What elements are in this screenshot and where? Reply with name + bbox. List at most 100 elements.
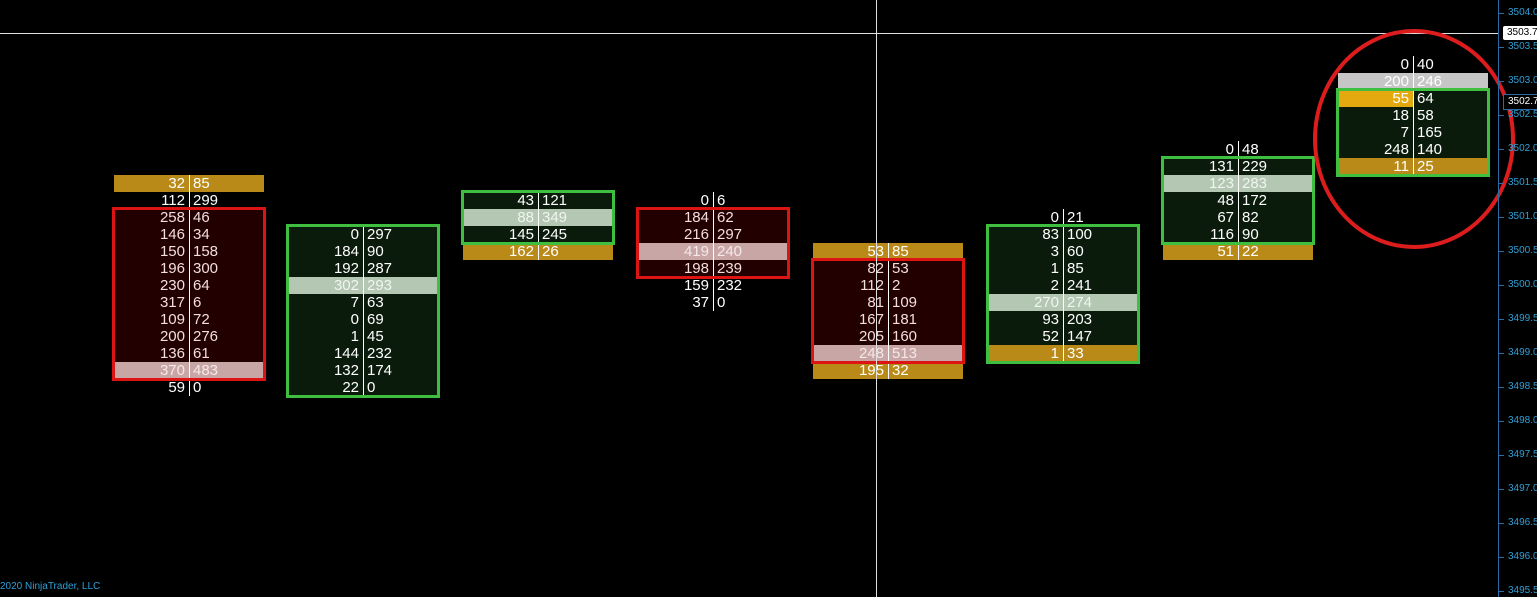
footprint-chart[interactable]: 32 85 112 299 258 46 146 34 150 158 196 300 230 64 317… xyxy=(0,0,1498,597)
ask-volume: 6 xyxy=(193,293,202,311)
price-level-row: 1 33 xyxy=(988,344,1138,362)
price-level-row: 109 72 xyxy=(114,310,264,328)
ask-volume: 21 xyxy=(1067,208,1084,226)
bid-volume: 159 xyxy=(683,276,709,294)
ask-volume: 85 xyxy=(892,242,909,260)
ask-volume: 46 xyxy=(193,208,210,226)
price-level-row: 53 85 xyxy=(813,242,963,260)
ask-volume: 90 xyxy=(367,242,384,260)
ask-volume: 283 xyxy=(1242,174,1268,192)
price-level-row: 167 181 xyxy=(813,310,963,328)
bid-volume: 162 xyxy=(508,242,534,260)
price-level-row: 59 0 xyxy=(114,378,264,396)
ask-volume: 63 xyxy=(367,293,384,311)
ask-volume: 34 xyxy=(193,225,210,243)
ask-volume: 0 xyxy=(367,378,376,396)
axis-label: 3496.0 xyxy=(1508,551,1537,562)
axis-label: 3502.0 xyxy=(1508,143,1537,154)
price-level-row: 132 174 xyxy=(288,361,438,379)
axis-tick xyxy=(1499,81,1504,82)
ask-volume: 513 xyxy=(892,344,918,362)
bid-ask-divider xyxy=(1063,208,1064,226)
ask-volume: 297 xyxy=(717,225,743,243)
price-level-row: 88 349 xyxy=(463,208,613,226)
price-level-row: 370 483 xyxy=(114,361,264,379)
price-level-row: 270 274 xyxy=(988,293,1138,311)
price-level-row: 216 297 xyxy=(638,225,788,243)
price-axis[interactable]: 3503.7 3502.7 3504.0 3503.5 3503.0 3502.5 35… xyxy=(1498,0,1537,597)
bid-ask-divider xyxy=(713,225,714,243)
price-level-row: 7 63 xyxy=(288,293,438,311)
price-level-row: 83 100 xyxy=(988,225,1138,243)
bid-volume: 195 xyxy=(858,361,884,379)
price-level-row: 112 2 xyxy=(813,276,963,294)
ask-volume: 2 xyxy=(892,276,901,294)
bid-ask-divider xyxy=(189,293,190,311)
bid-volume: 67 xyxy=(1217,208,1234,226)
bid-ask-divider xyxy=(1238,191,1239,209)
axis-tick xyxy=(1499,557,1504,558)
bid-ask-divider xyxy=(189,259,190,277)
ask-volume: 158 xyxy=(193,242,219,260)
bid-volume: 112 xyxy=(860,276,884,294)
ask-volume: 240 xyxy=(717,242,743,260)
price-level-row: 112 299 xyxy=(114,191,264,209)
bid-volume: 2 xyxy=(1050,276,1059,294)
bid-volume: 0 xyxy=(1050,208,1059,226)
bid-volume: 196 xyxy=(159,259,185,277)
ask-volume: 300 xyxy=(193,259,219,277)
bid-volume: 200 xyxy=(159,327,185,345)
axis-label: 3504.0 xyxy=(1508,7,1537,18)
bid-ask-divider xyxy=(888,327,889,345)
price-level-row: 184 90 xyxy=(288,242,438,260)
bid-volume: 82 xyxy=(867,260,884,277)
bid-volume: 88 xyxy=(517,208,534,226)
axis-tick xyxy=(1499,489,1504,490)
axis-label: 3497.5 xyxy=(1508,449,1537,460)
price-level-row: 123 283 xyxy=(1163,174,1313,192)
axis-label: 3495.5 xyxy=(1508,585,1537,596)
ask-volume: 26 xyxy=(542,242,559,260)
crosshair-horizontal xyxy=(0,33,1498,34)
ask-volume: 203 xyxy=(1067,310,1093,328)
axis-label: 3498.0 xyxy=(1508,415,1537,426)
axis-tick xyxy=(1499,217,1504,218)
bid-ask-divider xyxy=(363,378,364,396)
price-level-row: 258 46 xyxy=(114,208,264,226)
bid-volume: 302 xyxy=(333,276,359,294)
axis-tick xyxy=(1499,591,1504,592)
bid-volume: 198 xyxy=(683,259,709,277)
bid-ask-divider xyxy=(189,242,190,260)
price-level-row: 0 48 xyxy=(1163,140,1313,158)
price-level-row: 144 232 xyxy=(288,344,438,362)
bid-volume: 1 xyxy=(1050,259,1059,277)
bid-ask-divider xyxy=(888,242,889,260)
bid-ask-divider xyxy=(1238,157,1239,175)
price-level-row: 302 293 xyxy=(288,276,438,294)
bid-volume: 132 xyxy=(333,361,359,379)
price-level-row: 82 53 xyxy=(813,259,963,277)
bid-ask-divider xyxy=(1063,276,1064,294)
axis-label: 3500.5 xyxy=(1508,245,1537,256)
bid-volume: 52 xyxy=(1042,327,1059,345)
axis-tick xyxy=(1499,387,1504,388)
price-level-row: 48 172 xyxy=(1163,191,1313,209)
axis-tick xyxy=(1499,421,1504,422)
axis-tick xyxy=(1499,353,1504,354)
bid-ask-divider xyxy=(189,310,190,328)
bid-ask-divider xyxy=(1063,344,1064,362)
ask-volume: 100 xyxy=(1067,225,1093,243)
bid-ask-divider xyxy=(189,208,190,226)
bid-ask-divider xyxy=(363,327,364,345)
bid-volume: 43 xyxy=(517,191,534,209)
ask-volume: 297 xyxy=(367,225,393,243)
annotation-ellipse[interactable] xyxy=(1313,29,1515,249)
ask-volume: 293 xyxy=(367,276,393,294)
price-level-row: 2 241 xyxy=(988,276,1138,294)
bid-volume: 48 xyxy=(1217,191,1234,209)
bid-volume: 83 xyxy=(1042,225,1059,243)
bid-ask-divider xyxy=(1063,293,1064,311)
bid-volume: 0 xyxy=(1225,140,1234,158)
price-level-row: 195 32 xyxy=(813,361,963,379)
bid-ask-divider xyxy=(1063,242,1064,260)
